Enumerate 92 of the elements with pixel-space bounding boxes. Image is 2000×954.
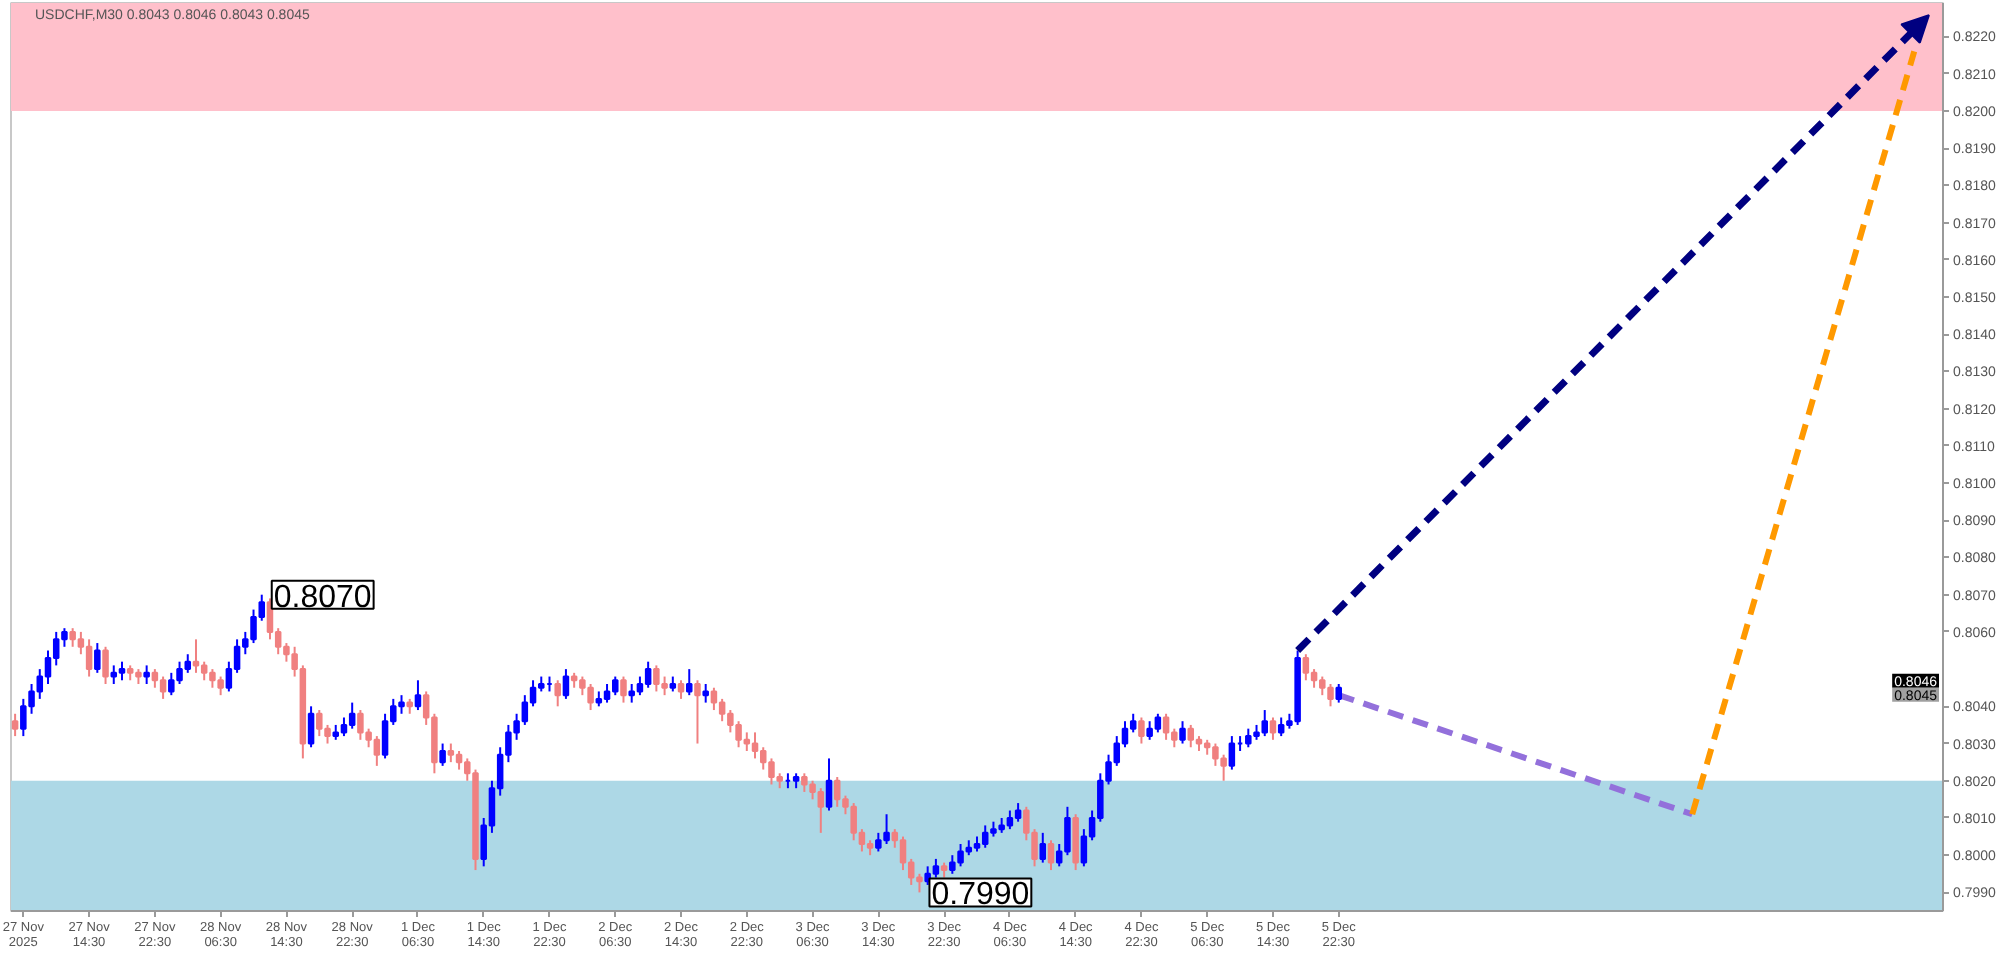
candlestick <box>414 679 422 712</box>
candlestick <box>168 671 175 697</box>
candlestick <box>628 683 635 704</box>
candlestick <box>702 683 709 704</box>
candlestick <box>102 645 109 685</box>
candlestick <box>200 660 208 682</box>
candlestick <box>677 679 685 700</box>
annotation: 0.7990 <box>931 878 1030 913</box>
candlestick <box>85 638 93 678</box>
candlestick <box>348 701 356 730</box>
candlestick <box>949 854 956 875</box>
candlestick <box>562 668 570 700</box>
candlestick <box>817 787 825 834</box>
candlestick <box>1319 675 1326 697</box>
candlestick <box>1064 805 1071 857</box>
candlestick <box>521 694 529 726</box>
candlestick <box>883 813 890 846</box>
candlestick <box>20 697 27 738</box>
candlestick <box>94 642 101 674</box>
candlestick <box>307 705 315 749</box>
candlestick <box>1327 683 1334 708</box>
candlestick <box>217 675 224 697</box>
candlestick <box>118 660 126 682</box>
candlestick <box>1006 809 1014 831</box>
candlestick <box>685 668 693 697</box>
candlestick <box>1335 683 1342 704</box>
candlestick <box>833 776 841 808</box>
candlestick <box>176 660 183 685</box>
candlestick <box>381 712 389 760</box>
candlestick <box>1047 839 1055 872</box>
candlestick <box>159 675 167 700</box>
candlestick <box>11 712 19 738</box>
candlestick <box>554 679 561 708</box>
candlestick <box>579 675 586 697</box>
candlestick <box>1162 712 1170 741</box>
candlestick <box>718 697 726 723</box>
candlestick <box>143 664 150 685</box>
candlestick <box>1212 742 1219 767</box>
candlestick <box>447 742 455 764</box>
candlestick <box>1187 723 1195 749</box>
candlestick <box>727 709 734 734</box>
candlestick <box>455 749 463 771</box>
candlestick <box>735 720 742 749</box>
candlestick <box>981 824 989 849</box>
candlestick <box>250 608 257 645</box>
candlestick <box>751 731 759 760</box>
candlestick <box>439 742 446 767</box>
candlestick <box>710 686 718 712</box>
candlestick <box>932 857 940 879</box>
candlestick <box>1039 831 1047 864</box>
candlestick <box>1277 716 1285 738</box>
candlestick <box>1014 802 1022 823</box>
candlestick <box>1302 653 1310 682</box>
candlestick <box>850 802 857 842</box>
candlestick <box>743 731 751 752</box>
candlestick <box>825 757 833 812</box>
candlestick <box>899 835 907 872</box>
candlestick <box>1179 720 1186 745</box>
candlestick <box>768 757 775 786</box>
candlestick <box>603 683 611 704</box>
candlestick <box>612 675 619 697</box>
candlestick <box>957 843 964 868</box>
candlestick <box>151 668 159 689</box>
candlestick <box>1138 716 1145 745</box>
candlestick <box>192 638 200 674</box>
candlestick <box>636 675 644 697</box>
candlestick <box>1072 813 1079 872</box>
candlestick <box>587 683 594 712</box>
candlestick <box>1154 712 1162 734</box>
candlestick <box>1261 709 1269 738</box>
candlestick <box>661 675 668 697</box>
candlestick <box>110 664 118 685</box>
candlestick <box>620 675 627 704</box>
candlestick <box>644 660 652 689</box>
candlestick <box>316 709 323 738</box>
candlestick <box>357 709 364 741</box>
candlestick <box>809 779 816 801</box>
candlestick <box>694 679 701 745</box>
candlestick <box>1245 727 1252 749</box>
candlestick <box>1220 753 1227 782</box>
candlestick <box>1146 720 1153 741</box>
candlestick <box>69 627 76 648</box>
candlestick <box>398 694 405 715</box>
candlestick <box>1228 735 1236 771</box>
candlestick <box>373 735 381 767</box>
candlestick <box>1269 716 1277 741</box>
candlestick <box>653 664 660 693</box>
candlestick <box>875 831 882 853</box>
candlestick <box>209 668 216 689</box>
candlestick <box>801 772 808 793</box>
candlestick <box>340 716 348 738</box>
annotation: 0.8070 <box>273 580 372 615</box>
